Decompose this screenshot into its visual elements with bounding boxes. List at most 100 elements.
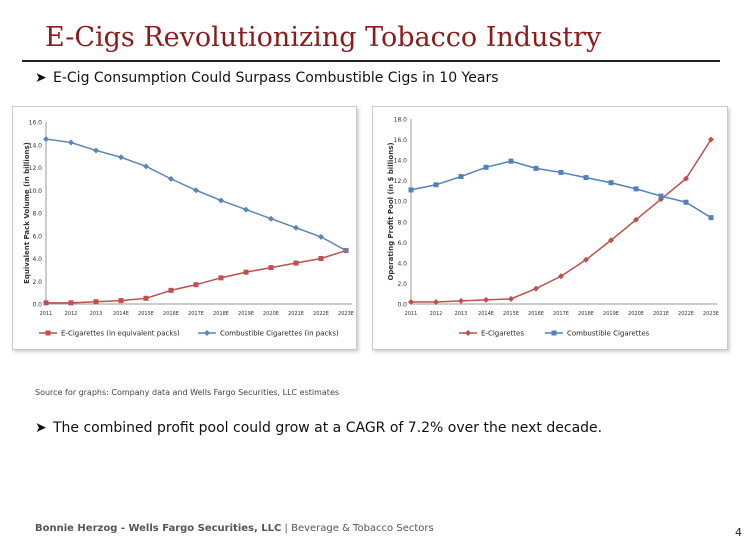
x-tick-label: 2016E bbox=[163, 311, 179, 317]
y-tick-label: 2.0 bbox=[397, 281, 407, 288]
data-point bbox=[343, 247, 349, 254]
legend-marker bbox=[465, 330, 471, 336]
data-point bbox=[68, 300, 74, 306]
data-point bbox=[293, 260, 299, 266]
data-point bbox=[118, 154, 124, 161]
x-tick-label: 2018E bbox=[578, 311, 594, 317]
data-point bbox=[483, 164, 489, 170]
bullet-arrow-icon: ➤ bbox=[35, 420, 47, 436]
y-tick-label: 0.0 bbox=[32, 302, 42, 309]
data-point bbox=[68, 139, 74, 146]
x-tick-label: 2011 bbox=[40, 311, 53, 317]
y-tick-label: 16.0 bbox=[29, 120, 43, 127]
data-point bbox=[483, 296, 489, 303]
x-tick-label: 2022E bbox=[678, 311, 694, 317]
data-point bbox=[433, 182, 439, 188]
data-point bbox=[193, 282, 199, 288]
data-point bbox=[293, 224, 299, 231]
data-point bbox=[633, 216, 639, 223]
bullet-arrow-icon: ➤ bbox=[35, 70, 47, 86]
data-point bbox=[318, 256, 324, 261]
data-point bbox=[243, 206, 249, 213]
data-point bbox=[608, 237, 614, 244]
x-tick-label: 2020E bbox=[263, 311, 279, 317]
y-tick-label: 6.0 bbox=[32, 233, 42, 240]
x-tick-label: 2018E bbox=[213, 311, 229, 317]
y-tick-label: 10.0 bbox=[394, 199, 408, 206]
data-point bbox=[683, 199, 689, 205]
y-tick-label: 10.0 bbox=[29, 188, 43, 195]
data-point bbox=[508, 295, 514, 302]
bullet-cagr-text: The combined profit pool could grow at a… bbox=[53, 420, 603, 436]
footer-separator: | bbox=[281, 523, 292, 534]
y-tick-label: 16.0 bbox=[394, 137, 408, 144]
footer-sector: Beverage & Tobacco Sectors bbox=[291, 523, 434, 534]
x-tick-label: 2016E bbox=[528, 311, 544, 317]
data-point bbox=[583, 256, 589, 263]
x-tick-label: 2012 bbox=[430, 311, 443, 317]
data-point bbox=[558, 273, 564, 280]
legend-label: E-Cigarettes (in equivalent packs) bbox=[61, 330, 180, 338]
bullet-cagr: ➤ The combined profit pool could grow at … bbox=[35, 420, 602, 436]
data-point bbox=[458, 174, 464, 180]
data-point bbox=[118, 298, 124, 304]
x-tick-label: 2013 bbox=[90, 311, 103, 317]
data-point bbox=[268, 265, 274, 271]
footer-author: Bonnie Herzog - Wells Fargo Securities, … bbox=[35, 523, 282, 534]
data-point bbox=[168, 287, 174, 293]
data-point bbox=[408, 298, 414, 305]
y-tick-label: 8.0 bbox=[32, 211, 42, 218]
data-point bbox=[433, 298, 439, 305]
series-line-combustible bbox=[45, 138, 347, 252]
x-tick-label: 2012 bbox=[65, 311, 78, 317]
data-point bbox=[583, 175, 589, 181]
data-point bbox=[93, 147, 99, 154]
legend-label: E-Cigarettes bbox=[481, 330, 524, 338]
data-point bbox=[558, 169, 564, 175]
data-point bbox=[168, 175, 174, 182]
x-tick-label: 2023E bbox=[703, 311, 719, 317]
chart-panel-right: 0.0 2.0 4.0 6.0 8.0 10.0 12.0 14.0 16.0 18.0 Opera… bbox=[372, 106, 728, 350]
series-line-combustible bbox=[410, 160, 712, 219]
y-tick-label: 2.0 bbox=[32, 279, 42, 286]
data-point bbox=[193, 187, 199, 194]
x-tick-label: 2017E bbox=[188, 311, 204, 317]
x-tick-label: 2019E bbox=[238, 311, 254, 317]
x-tick-label: 2014E bbox=[478, 311, 494, 317]
data-point bbox=[608, 180, 614, 186]
data-point bbox=[683, 175, 689, 182]
data-point bbox=[658, 193, 664, 199]
data-point bbox=[508, 158, 514, 164]
x-tick-label: 2017E bbox=[553, 311, 569, 317]
data-point bbox=[243, 269, 249, 275]
data-point bbox=[268, 215, 274, 222]
data-point bbox=[708, 215, 714, 221]
data-point bbox=[708, 136, 714, 143]
y-tick-label: 0.0 bbox=[397, 302, 407, 309]
data-point bbox=[633, 186, 639, 192]
x-tick-label: 2011 bbox=[405, 311, 418, 317]
x-tick-label: 2021E bbox=[288, 311, 304, 317]
legend-marker bbox=[204, 330, 210, 336]
data-point bbox=[218, 197, 224, 204]
y-tick-label: 4.0 bbox=[397, 260, 407, 267]
y-tick-label: 14.0 bbox=[29, 142, 43, 149]
data-point bbox=[318, 233, 324, 240]
y-tick-label: 4.0 bbox=[32, 256, 42, 263]
chart-profit-pool: 0.0 2.0 4.0 6.0 8.0 10.0 12.0 14.0 16.0 18.0 Opera… bbox=[387, 117, 719, 338]
x-tick-label: 2015E bbox=[138, 311, 154, 317]
page-title: E-Cigs Revolutionizing Tobacco Industry bbox=[45, 22, 602, 53]
x-tick-label: 2020E bbox=[628, 311, 644, 317]
y-axis-label: Equivalent Pack Volume (in billions) bbox=[23, 142, 31, 284]
legend-label: Combustible Cigarettes (in packs) bbox=[220, 330, 339, 338]
y-tick-label: 18.0 bbox=[394, 117, 408, 124]
bullet-consumption: ➤ E-Cig Consumption Could Surpass Combust… bbox=[35, 70, 499, 86]
data-point bbox=[143, 163, 149, 170]
y-tick-label: 6.0 bbox=[397, 240, 407, 247]
x-tick-label: 2022E bbox=[313, 311, 329, 317]
x-tick-label: 2019E bbox=[603, 311, 619, 317]
data-point bbox=[533, 285, 539, 292]
series-line-ecig bbox=[46, 249, 347, 304]
data-point bbox=[43, 300, 49, 306]
x-tick-label: 2021E bbox=[653, 311, 669, 317]
